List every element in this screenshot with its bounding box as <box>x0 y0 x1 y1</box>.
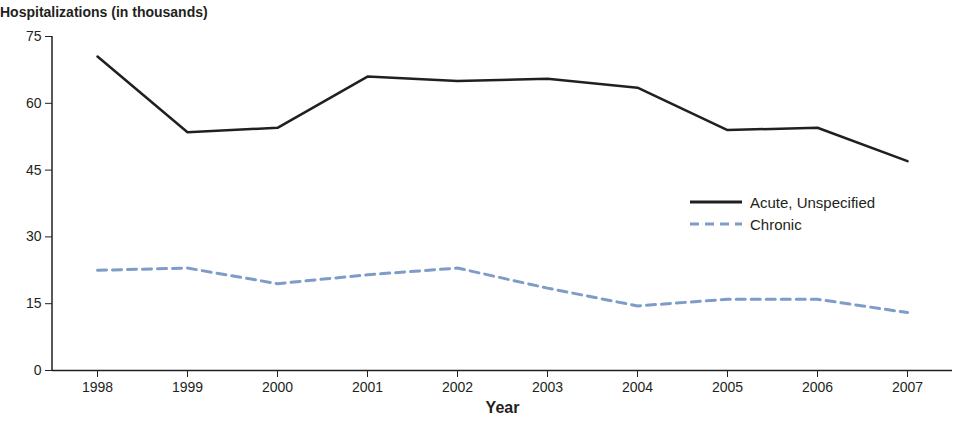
svg-text:2005: 2005 <box>712 379 743 395</box>
svg-text:1998: 1998 <box>82 379 113 395</box>
svg-text:Year: Year <box>486 399 520 416</box>
svg-text:45: 45 <box>26 162 42 178</box>
svg-text:1999: 1999 <box>172 379 203 395</box>
svg-text:30: 30 <box>26 228 42 244</box>
svg-text:2006: 2006 <box>802 379 833 395</box>
svg-text:75: 75 <box>26 28 42 44</box>
svg-text:15: 15 <box>26 295 42 311</box>
svg-text:2007: 2007 <box>892 379 923 395</box>
svg-text:2004: 2004 <box>622 379 653 395</box>
html-text:Chronic: Chronic <box>750 215 802 233</box>
svg-text:2002: 2002 <box>442 379 473 395</box>
html-text:Hospitalizations (in thousands: Hospitalizations (in thousands) <box>0 4 208 20</box>
svg-text:0: 0 <box>34 362 42 378</box>
svg-text:2001: 2001 <box>352 379 383 395</box>
html-text:Acute, Unspecified: Acute, Unspecified <box>750 193 876 211</box>
svg-text:2000: 2000 <box>262 379 293 395</box>
svg-text:60: 60 <box>26 95 42 111</box>
svg-text:2003: 2003 <box>532 379 563 395</box>
